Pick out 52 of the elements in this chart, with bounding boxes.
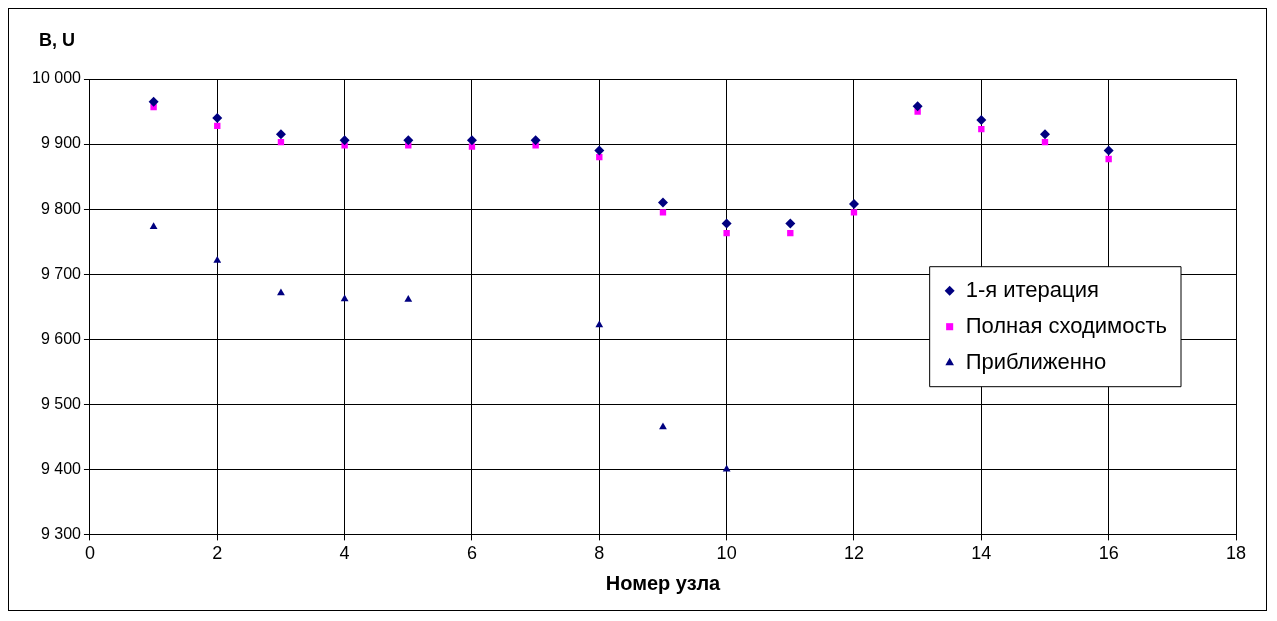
point	[594, 145, 605, 156]
point	[978, 125, 985, 133]
x-tick-label: 10	[716, 543, 737, 564]
point	[340, 294, 349, 302]
point	[530, 135, 541, 146]
point	[466, 135, 477, 146]
x-axis-title: Номер узла	[605, 571, 722, 594]
y-axis-title: B, U	[39, 29, 75, 50]
x-tick-label: 2	[212, 543, 223, 564]
point	[212, 113, 223, 124]
y-tick-label: 9 500	[40, 394, 82, 412]
y-tick-label: 9 800	[40, 199, 82, 217]
point	[659, 422, 667, 430]
point	[1039, 129, 1050, 140]
point	[785, 218, 796, 229]
y-tick-label: 9 400	[40, 459, 82, 477]
point	[721, 218, 732, 229]
x-tick-label: 0	[84, 543, 95, 564]
point	[595, 320, 604, 328]
y-tick-label: 9 600	[40, 329, 82, 347]
y-tick-label: 10 000	[32, 69, 82, 87]
point	[657, 197, 668, 208]
point	[848, 198, 859, 209]
point	[912, 101, 923, 112]
point	[339, 135, 350, 146]
point	[277, 288, 285, 296]
point	[213, 256, 222, 263]
legend-label: Приближенно	[965, 348, 1107, 374]
point	[1103, 145, 1114, 156]
y-tick-label: 9 300	[40, 524, 82, 542]
point	[723, 230, 730, 237]
point	[976, 114, 987, 125]
point	[1105, 155, 1112, 163]
y-tick-label: 9 900	[40, 134, 82, 152]
x-tick-label: 16	[1098, 543, 1119, 564]
point	[403, 135, 414, 146]
x-tick-label: 18	[1225, 543, 1247, 564]
point	[148, 96, 159, 107]
point	[850, 209, 858, 216]
legend-label: 1-я итерация	[965, 276, 1099, 302]
y-tick-label: 9 700	[40, 264, 82, 282]
x-tick-label: 4	[339, 543, 350, 564]
point	[404, 295, 413, 302]
point	[659, 209, 667, 216]
x-tick-label: 14	[971, 543, 992, 564]
x-tick-label: 6	[466, 543, 477, 564]
point	[275, 129, 286, 140]
x-tick-label: 12	[843, 543, 864, 564]
point	[149, 222, 158, 229]
point	[722, 464, 731, 472]
x-tick-label: 8	[594, 543, 605, 564]
legend-label: Полная сходимость	[965, 312, 1167, 338]
